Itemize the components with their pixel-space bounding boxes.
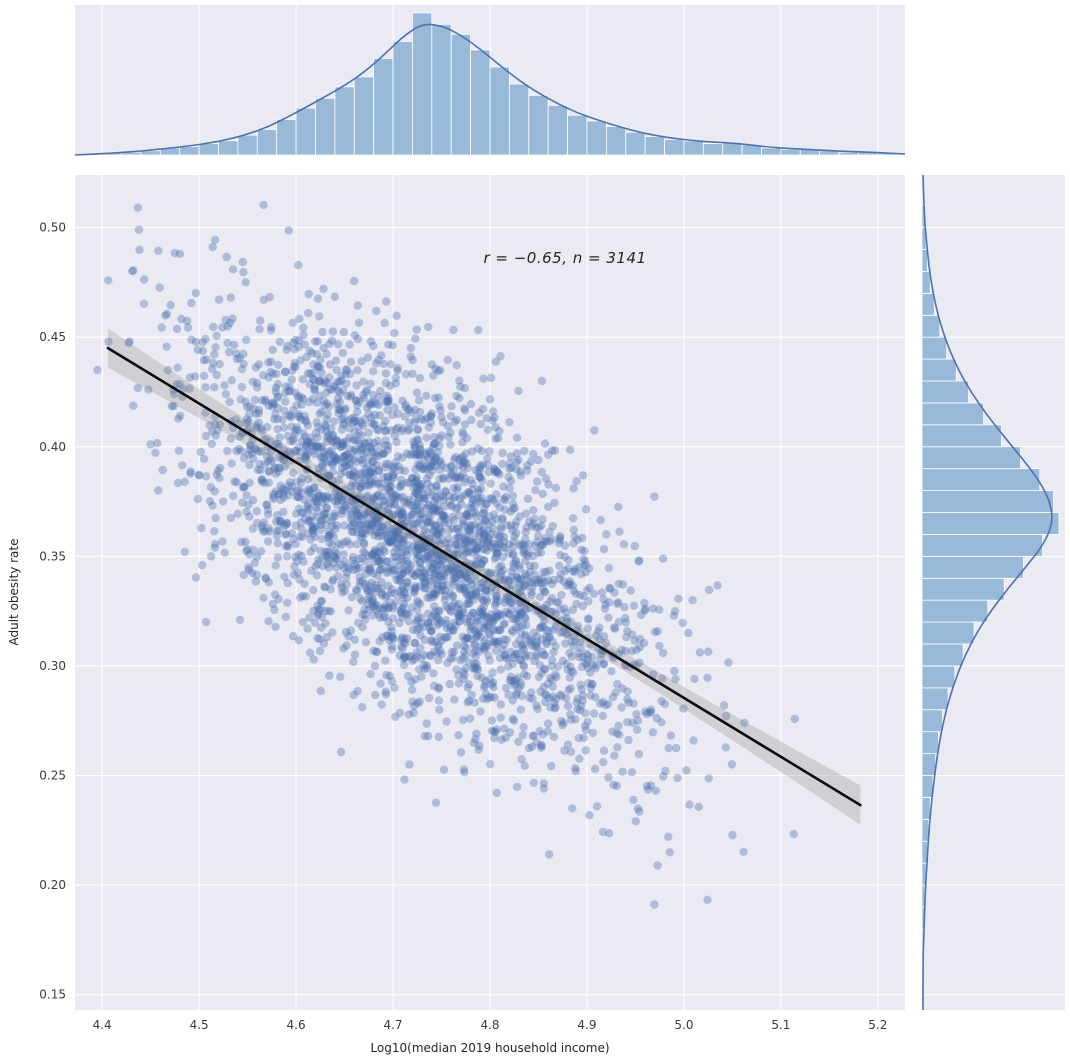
svg-text:4.9: 4.9 [577, 1018, 596, 1032]
regression-line [106, 346, 862, 807]
top-histogram [101, 12, 898, 156]
y-axis-title: Adult obesity rate [7, 538, 21, 646]
scatter-points [93, 200, 799, 909]
svg-text:4.8: 4.8 [480, 1018, 499, 1032]
svg-text:4.5: 4.5 [190, 1018, 209, 1032]
svg-text:0.20: 0.20 [39, 878, 66, 892]
x-axis-title: Log10(median 2019 household income) [370, 1041, 610, 1055]
svg-text:5.2: 5.2 [868, 1018, 887, 1032]
svg-text:0.25: 0.25 [39, 768, 66, 782]
svg-text:5.1: 5.1 [771, 1018, 790, 1032]
svg-text:4.4: 4.4 [93, 1018, 112, 1032]
right-kde-curve [922, 174, 1053, 1011]
gridlines [75, 5, 1065, 1010]
svg-text:0.15: 0.15 [39, 988, 66, 1002]
svg-text:0.35: 0.35 [39, 549, 66, 563]
svg-text:4.7: 4.7 [383, 1018, 402, 1032]
right-histogram [921, 205, 1060, 974]
svg-text:0.45: 0.45 [39, 330, 66, 344]
svg-text:0.30: 0.30 [39, 659, 66, 673]
svg-text:0.50: 0.50 [39, 221, 66, 235]
top-kde-curve [74, 23, 906, 156]
svg-text:4.6: 4.6 [287, 1018, 306, 1032]
svg-text:5.0: 5.0 [674, 1018, 693, 1032]
svg-text:0.40: 0.40 [39, 440, 66, 454]
x-tick-labels: 4.4 4.5 4.6 4.7 4.8 4.9 5.0 5.1 5.2 [93, 1018, 888, 1032]
correlation-annotation: r = −0.65, n = 3141 [483, 249, 647, 267]
y-tick-labels: 0.15 0.20 0.25 0.30 0.35 0.40 0.45 0.50 [39, 221, 66, 1002]
